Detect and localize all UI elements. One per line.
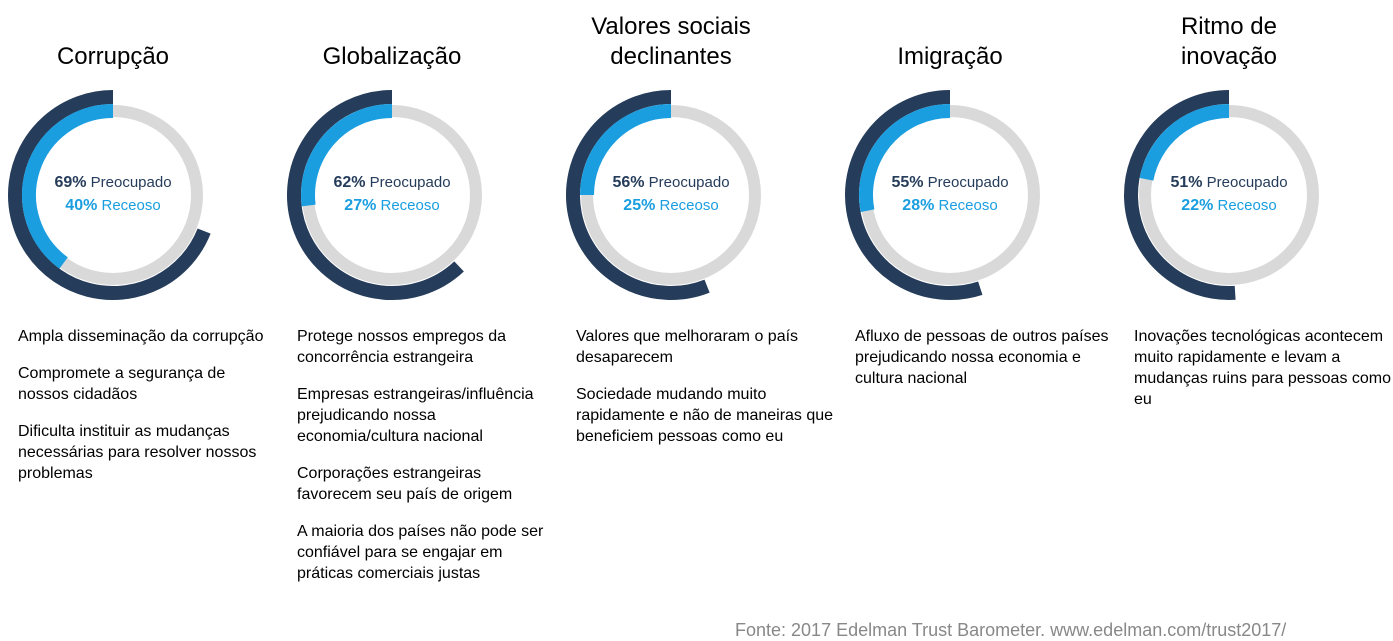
notes: Valores que melhoraram o país desaparece… bbox=[576, 326, 838, 463]
note: Valores que melhoraram o país desaparece… bbox=[576, 328, 799, 366]
note: Sociedade mudando muito rapidamente e nã… bbox=[576, 386, 834, 445]
center-label: 22% Receoso bbox=[1181, 197, 1276, 214]
donut-arc bbox=[301, 104, 393, 207]
notes: Ampla disseminação da corrupção Compromet… bbox=[18, 326, 280, 500]
series-name: Preocupado bbox=[91, 174, 172, 191]
chart: Imigração 55% Preocupado 28% Receoso Afluxo… bbox=[810, 0, 1109, 641]
center-label: 56% Preocupado bbox=[612, 174, 729, 191]
series-name: Receoso bbox=[660, 197, 719, 214]
chart-title: Valores sociais declinantes bbox=[591, 13, 751, 70]
notes: Afluxo de pessoas de outros países preju… bbox=[855, 326, 1117, 405]
value-label: 25% bbox=[623, 197, 655, 214]
chart: Valores sociais declinantes 56% Preocupad… bbox=[531, 0, 833, 641]
note: Protege nossos empregos da concorrência … bbox=[297, 328, 507, 366]
center-label: 28% Receoso bbox=[902, 197, 997, 214]
chart: Ritmo de inovação 51% Preocupado 22% Receo… bbox=[1089, 0, 1391, 641]
donut: 51% Preocupado 22% Receoso bbox=[1124, 90, 1319, 300]
value-label: 62% bbox=[333, 174, 365, 191]
chart-title: Corrupção bbox=[56, 43, 170, 70]
note: Ampla disseminação da corrupção bbox=[18, 328, 264, 345]
notes: Protege nossos empregos da concorrência … bbox=[297, 326, 559, 600]
note: Empresas estrangeiras/influência prejudi… bbox=[297, 386, 534, 445]
series-name: Receoso bbox=[1218, 197, 1277, 214]
note: Afluxo de pessoas de outros países preju… bbox=[855, 328, 1109, 387]
center-label: 51% Preocupado bbox=[1170, 174, 1287, 191]
donut-arc bbox=[580, 104, 672, 196]
series-name: Preocupado bbox=[1207, 174, 1288, 191]
series-name: Receoso bbox=[102, 197, 161, 214]
chart-title: Imigração bbox=[897, 43, 1003, 70]
center-label: 25% Receoso bbox=[623, 197, 718, 214]
donut-arc bbox=[1139, 104, 1230, 181]
series-name: Receoso bbox=[381, 197, 440, 214]
chart-title: Ritmo de inovação bbox=[1180, 13, 1278, 70]
series-name: Preocupado bbox=[649, 174, 730, 191]
value-label: 40% bbox=[65, 197, 97, 214]
chart: Globalização 62% Preocupado 27% Receoso Pro… bbox=[252, 0, 543, 641]
note: Dificulta instituir as mudanças necessár… bbox=[18, 423, 257, 482]
donut-arc bbox=[859, 104, 951, 213]
center-label: 69% Preocupado bbox=[54, 174, 171, 191]
note: A maioria dos países não pode ser confiá… bbox=[297, 523, 544, 582]
center-label: 55% Preocupado bbox=[891, 174, 1008, 191]
chart-title: Globalização bbox=[322, 43, 462, 70]
center-label: 27% Receoso bbox=[344, 197, 439, 214]
note: Compromete a segurança de nossos cidadão… bbox=[18, 365, 226, 403]
value-label: 22% bbox=[1181, 197, 1213, 214]
donut-arc bbox=[8, 90, 211, 300]
chart: Corrupção 69% Preocupado 40% Receoso Ampla … bbox=[0, 0, 263, 641]
donut-arc bbox=[22, 104, 114, 269]
center-label: 62% Preocupado bbox=[333, 174, 450, 191]
note: Inovações tecnológicas acontecem muito r… bbox=[1134, 328, 1392, 408]
value-label: 27% bbox=[344, 197, 376, 214]
donut: 69% Preocupado 40% Receoso bbox=[8, 90, 211, 300]
donut: 56% Preocupado 25% Receoso bbox=[566, 90, 761, 300]
center-label: 40% Receoso bbox=[65, 197, 160, 214]
note: Corporações estrangeiras favorecem seu p… bbox=[297, 465, 513, 503]
source-note: Fonte: 2017 Edelman Trust Barometer. www… bbox=[735, 620, 1287, 640]
donut-arc bbox=[1124, 90, 1236, 300]
donut-arc bbox=[287, 90, 464, 300]
value-label: 51% bbox=[1170, 174, 1202, 191]
value-label: 55% bbox=[891, 174, 923, 191]
value-label: 28% bbox=[902, 197, 934, 214]
donut: 62% Preocupado 27% Receoso bbox=[287, 90, 482, 300]
donut: 55% Preocupado 28% Receoso bbox=[845, 90, 1040, 300]
series-name: Preocupado bbox=[928, 174, 1009, 191]
value-label: 56% bbox=[612, 174, 644, 191]
value-label: 69% bbox=[54, 174, 86, 191]
series-name: Receoso bbox=[939, 197, 998, 214]
series-name: Preocupado bbox=[370, 174, 451, 191]
donut-arc bbox=[845, 90, 983, 300]
donut-arc bbox=[566, 90, 710, 300]
notes: Inovações tecnológicas acontecem muito r… bbox=[1134, 326, 1393, 426]
